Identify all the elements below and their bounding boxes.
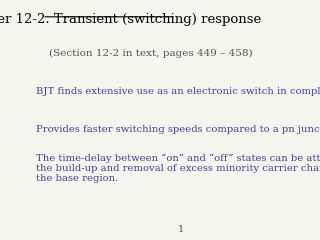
Text: BJT finds extensive use as an electronic switch in complex logic circuits.: BJT finds extensive use as an electronic…	[36, 87, 320, 96]
Text: Provides faster switching speeds compared to a pn junction diode.: Provides faster switching speeds compare…	[36, 125, 320, 134]
Text: The time-delay between “on” and “off” states can be attributed to
the build-up a: The time-delay between “on” and “off” st…	[36, 153, 320, 183]
Text: 1: 1	[178, 225, 184, 234]
Text: (Section 12-2 in text, pages 449 – 458): (Section 12-2 in text, pages 449 – 458)	[49, 49, 252, 58]
Text: Chapter 12-2. Transient (switching) response: Chapter 12-2. Transient (switching) resp…	[0, 13, 261, 26]
